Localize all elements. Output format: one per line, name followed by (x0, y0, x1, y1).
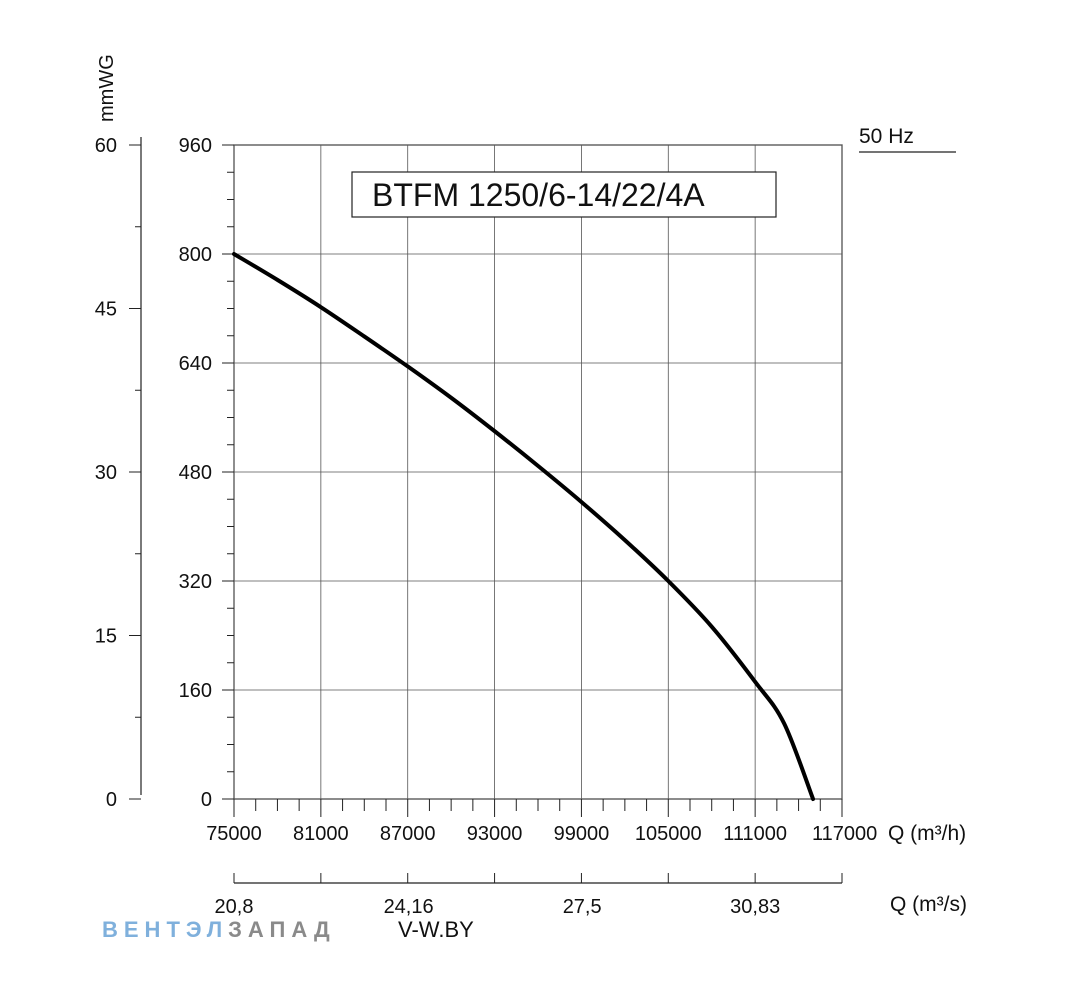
flow-m3s-axis: 20,8 24,16 27,5 30,83 (215, 873, 843, 918)
x2-tick-label: 20,8 (215, 896, 254, 918)
y-tick-label: 800 (179, 244, 212, 266)
flow-m3h-axis: 75000 81000 87000 93000 99000 105000 111000 117… (206, 799, 877, 845)
x-axis-label: Q (m³/h) (888, 822, 966, 845)
x2-axis-label: Q (m³/s) (890, 893, 967, 916)
mmwg-axis: 0 15 30 45 60 (95, 135, 142, 811)
y-tick-label: 320 (179, 571, 212, 593)
y-tick-label: 480 (179, 462, 212, 484)
mmwg-tick-label: 60 (95, 135, 117, 157)
mmwg-tick-label: 0 (106, 789, 117, 811)
x-tick-label: 117000 (812, 823, 877, 845)
x-tick-label: 75000 (206, 823, 262, 845)
plot-grid (233, 144, 843, 800)
watermark-site: V-W.BY (398, 917, 474, 942)
y-tick-label: 640 (179, 353, 212, 375)
performance-curve (232, 252, 816, 801)
x-tick-label: 81000 (293, 823, 349, 845)
title-box: BTFM 1250/6-14/22/4A (351, 171, 777, 218)
x-tick-label: 99000 (554, 823, 610, 845)
y-tick-label: 960 (179, 135, 212, 157)
watermark-logo: ВЕНТЭЛЗАПАД (102, 917, 336, 942)
chart-title: BTFM 1250/6-14/22/4A (372, 177, 705, 213)
mmwg-tick-label: 45 (95, 299, 117, 321)
x2-tick-label: 27,5 (563, 896, 602, 918)
mmwg-axis-label: mmWG (96, 54, 118, 122)
x-tick-label: 111000 (723, 823, 787, 845)
x-tick-label: 105000 (635, 823, 702, 845)
pressure-axis: 0 160 320 480 640 800 960 (179, 135, 234, 811)
mmwg-tick-label: 30 (95, 462, 117, 484)
watermark-part-2: ЗАПАД (228, 917, 336, 942)
y-tick-label: 160 (179, 680, 212, 702)
watermark-part-1: ВЕНТЭЛ (102, 917, 228, 942)
frequency-label-group: 50 Hz (859, 125, 956, 153)
x2-tick-label: 24,16 (384, 896, 434, 918)
y-tick-label: 0 (201, 789, 212, 811)
mmwg-tick-label: 15 (95, 626, 117, 648)
x2-tick-label: 30,83 (730, 896, 780, 918)
x-tick-label: 93000 (467, 823, 523, 845)
x-tick-label: 87000 (380, 823, 436, 845)
frequency-label: 50 Hz (859, 125, 914, 148)
